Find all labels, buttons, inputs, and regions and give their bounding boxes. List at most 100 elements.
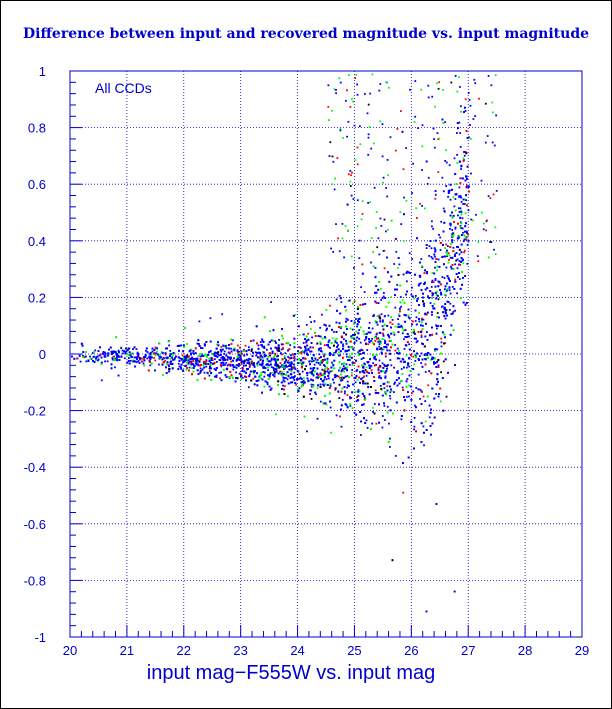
- data-point: [457, 276, 459, 278]
- data-point: [323, 369, 325, 372]
- data-point: [328, 324, 331, 327]
- data-point: [461, 283, 463, 286]
- data-point: [442, 230, 445, 233]
- data-point: [276, 348, 278, 350]
- data-point: [252, 339, 255, 342]
- data-point: [380, 347, 383, 350]
- data-point: [451, 211, 453, 214]
- data-point: [143, 359, 146, 362]
- data-point: [292, 357, 295, 359]
- data-point: [445, 309, 448, 311]
- data-point: [298, 351, 301, 354]
- data-point: [404, 360, 406, 363]
- data-point: [421, 342, 423, 345]
- data-point: [348, 346, 351, 349]
- data-point: [206, 353, 209, 356]
- data-point: [269, 389, 272, 391]
- data-point: [127, 354, 130, 356]
- data-point: [257, 356, 259, 359]
- data-point: [336, 309, 338, 312]
- data-point: [318, 348, 320, 350]
- data-point: [424, 288, 427, 291]
- data-point: [331, 363, 334, 366]
- data-point: [403, 366, 405, 369]
- data-point: [361, 272, 364, 275]
- data-point: [454, 280, 457, 283]
- data-point: [309, 346, 312, 349]
- data-point: [190, 352, 192, 355]
- data-point: [309, 328, 312, 330]
- data-point: [367, 331, 370, 334]
- data-point: [164, 359, 167, 362]
- data-point: [287, 395, 289, 398]
- data-point: [436, 348, 439, 351]
- data-point: [319, 326, 322, 329]
- data-point: [354, 390, 357, 393]
- data-point: [351, 369, 354, 371]
- data-point: [378, 359, 381, 362]
- data-point: [414, 309, 417, 312]
- data-point: [142, 362, 145, 365]
- data-point: [229, 352, 232, 355]
- data-point: [384, 297, 387, 299]
- data-point: [306, 339, 308, 342]
- data-point: [459, 287, 462, 290]
- data-point: [229, 363, 232, 366]
- data-point: [419, 388, 422, 391]
- data-point: [329, 384, 332, 387]
- data-point: [381, 352, 383, 355]
- data-point: [215, 347, 218, 350]
- data-point: [440, 293, 443, 296]
- data-point: [436, 373, 439, 376]
- data-point: [333, 367, 336, 370]
- data-point: [330, 366, 333, 369]
- data-point: [443, 315, 446, 317]
- data-point: [417, 331, 420, 333]
- data-point: [333, 352, 335, 354]
- data-point: [375, 302, 378, 304]
- data-point: [261, 345, 264, 348]
- data-point: [100, 363, 103, 365]
- data-point: [423, 305, 425, 307]
- data-point: [312, 374, 315, 377]
- data-point: [245, 379, 247, 382]
- data-point: [350, 374, 353, 377]
- data-point: [358, 390, 361, 393]
- data-point: [104, 360, 106, 363]
- data-point: [434, 348, 436, 351]
- data-point: [351, 372, 353, 374]
- data-point: [442, 244, 444, 246]
- data-point: [151, 350, 154, 353]
- data-point: [259, 352, 261, 354]
- data-point: [397, 274, 400, 276]
- data-point: [407, 391, 409, 393]
- data-point: [378, 421, 380, 424]
- data-point: [383, 387, 386, 390]
- data-point: [290, 365, 292, 368]
- data-point: [307, 338, 310, 341]
- data-point: [145, 349, 147, 352]
- data-point: [240, 350, 243, 353]
- data-point: [407, 335, 410, 338]
- data-point: [437, 325, 440, 327]
- data-point: [311, 372, 313, 375]
- data-point: [403, 301, 406, 304]
- data-point: [443, 342, 445, 345]
- data-point: [153, 352, 156, 355]
- data-point: [415, 341, 418, 344]
- data-point: [309, 363, 311, 366]
- data-point: [424, 420, 427, 423]
- data-point: [406, 333, 409, 335]
- data-point: [373, 336, 376, 339]
- data-point: [462, 203, 464, 205]
- data-point: [284, 361, 286, 363]
- data-point: [440, 371, 442, 374]
- data-point: [389, 397, 392, 400]
- data-point: [404, 399, 406, 402]
- data-point: [297, 325, 300, 328]
- data-point: [252, 377, 255, 380]
- data-point: [386, 389, 389, 392]
- data-point: [356, 378, 359, 381]
- data-point: [258, 376, 261, 379]
- data-point: [422, 324, 424, 327]
